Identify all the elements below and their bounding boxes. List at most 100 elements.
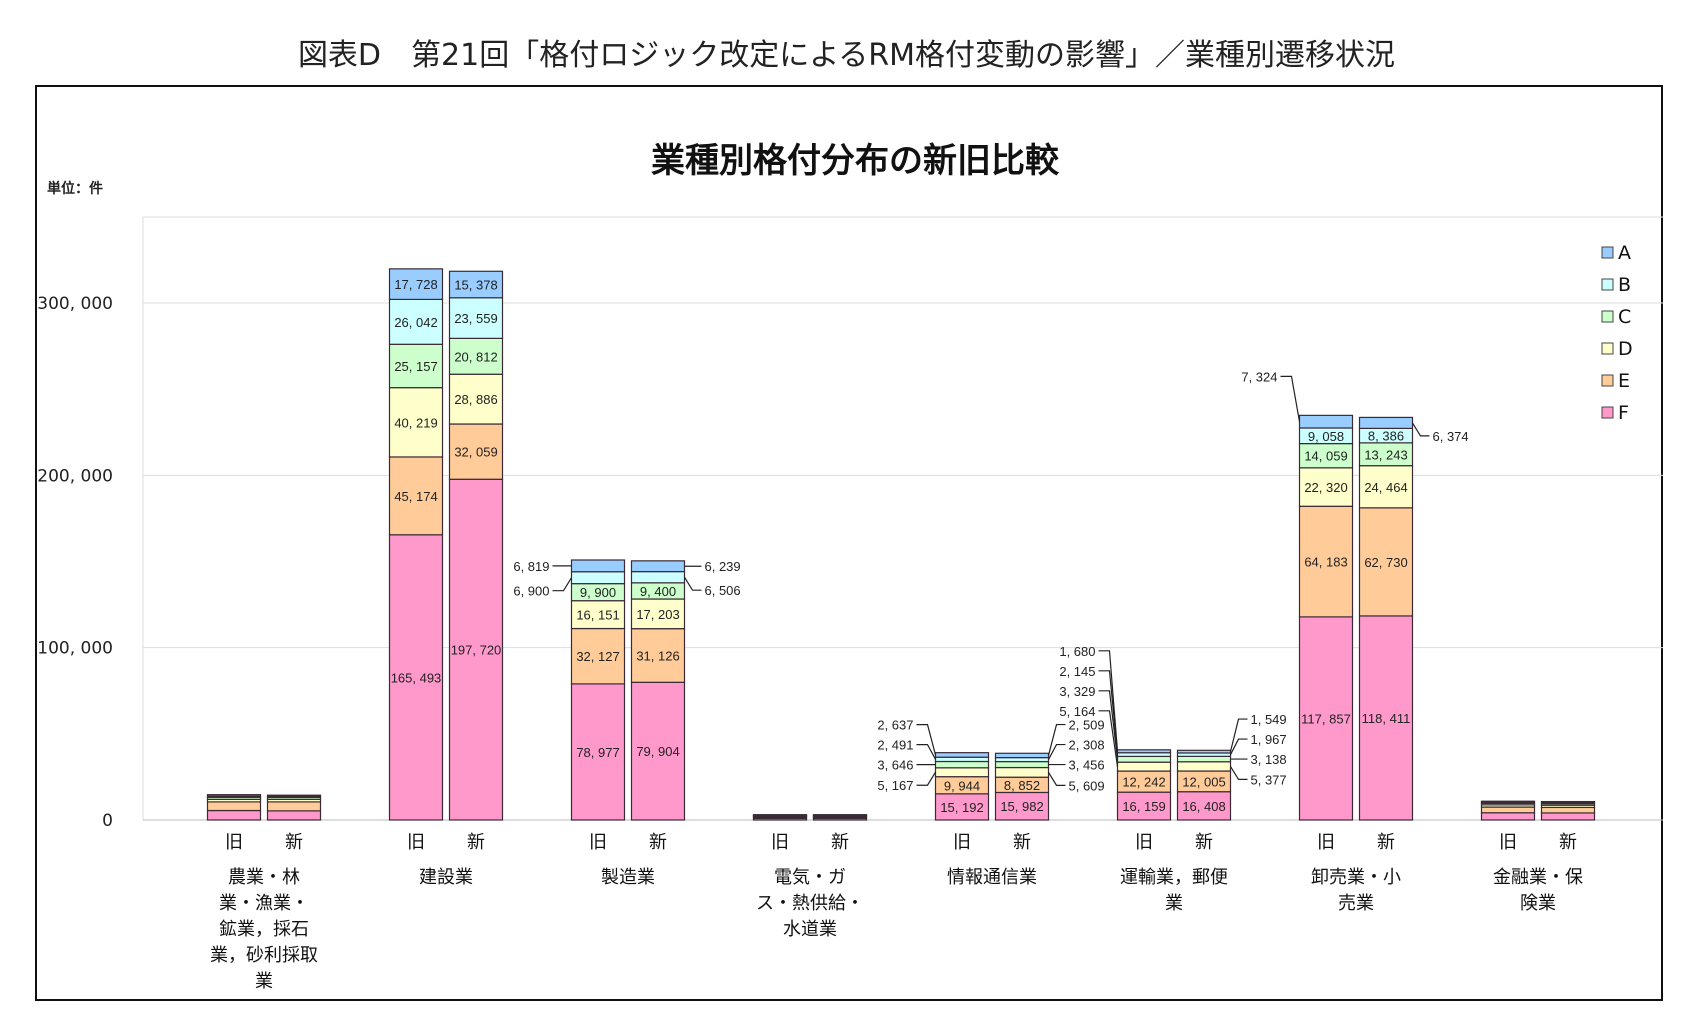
leader-line [1047,743,1066,760]
bar-segment-A [752,814,808,816]
leader-line [1047,723,1066,756]
bar-segment-E [570,627,626,685]
leader-line [1047,772,1066,786]
data-label: 2, 491 [877,738,913,753]
data-label: 1, 967 [1251,732,1287,747]
bar-segment-F [448,478,504,821]
bar-segment-D [1176,761,1232,772]
legend-label-E: E [1618,370,1630,392]
data-label: 5, 164 [1059,704,1095,719]
data-label: 25, 157 [394,359,437,374]
data-label: 7, 324 [1241,369,1277,384]
bar-segment-A [570,559,626,573]
legend-swatch-F [1601,406,1614,419]
bar-segment-A [1176,749,1232,754]
bar-segment-C [388,343,444,389]
data-label: 5, 377 [1251,772,1287,787]
category-label: 険業 [1520,893,1556,914]
data-label: 197, 720 [451,643,502,658]
bar-segment-F [1358,615,1414,821]
y-tick-label: 0 [102,811,113,831]
category-label: 金融業・保 [1493,867,1583,888]
bar-segment-E [1540,806,1596,814]
bar-segment-B [448,297,504,339]
bar-segment-E [630,628,686,683]
data-label: 5, 167 [877,778,913,793]
bar-segment-D [448,373,504,425]
bar-segment-A [1116,749,1172,754]
data-label: 9, 900 [580,585,616,600]
data-label: 6, 900 [513,584,549,599]
bar-segment-E [1358,507,1414,617]
legend-swatch-E [1601,374,1614,387]
data-label: 23, 559 [454,311,497,326]
bar-segment-F [1298,616,1354,821]
bar-label-new: 新 [831,832,849,853]
bar-label-new: 新 [1559,832,1577,853]
figure-heading: 図表D 第21回「格付ロジック改定によるRM格付変動の影響」／業種別遷移状況 [297,38,1396,73]
bar-segment-D [994,766,1050,778]
data-label: 15, 378 [454,278,497,293]
data-label: 3, 329 [1059,684,1095,699]
category-label: 農業・林 [228,867,300,888]
bar-segment-E [1298,505,1354,618]
bar-label-old: 旧 [407,832,425,853]
bar-segment-E [206,801,262,812]
bar-label-new: 新 [285,832,303,853]
category-label: 電気・ガ [774,867,846,888]
y-tick-label: 200, 000 [37,466,113,486]
bar-segment-F [206,809,262,821]
chart-title: 業種別格付分布の新旧比較 [651,141,1060,181]
bar-segment-D [570,600,626,630]
legend-label-C: C [1618,306,1631,328]
bar-segment-A [994,752,1050,759]
bar-label-new: 新 [649,832,667,853]
data-label: 6, 819 [513,559,549,574]
data-label: 45, 174 [394,489,437,504]
bar-label-new: 新 [467,832,485,853]
data-label: 22, 320 [1304,480,1347,495]
data-label: 16, 159 [1122,799,1165,814]
data-label: 117, 857 [1301,711,1351,726]
chart-frame [35,85,1663,1001]
bar-segment-A [630,560,686,573]
data-label: 2, 509 [1069,718,1105,733]
data-label: 32, 127 [576,649,619,664]
leader-line [1229,718,1248,752]
y-tick-label: 300, 000 [37,294,113,314]
bar-segment-D [630,598,686,630]
data-label: 78, 977 [576,745,619,760]
y-tick-label: 100, 000 [37,639,113,659]
data-label: 6, 506 [705,583,741,598]
bar-segment-D [934,767,990,778]
data-label: 13, 243 [1364,447,1407,462]
data-label: 2, 637 [877,718,913,733]
bar-segment-F [1480,812,1536,821]
leader-line [1280,375,1301,422]
data-label: 15, 982 [1000,799,1043,814]
data-label: 5, 609 [1069,778,1105,793]
bar-segment-E [448,423,504,480]
data-label: 3, 456 [1069,758,1105,773]
bar-label-old: 旧 [1135,832,1153,853]
category-label: 売業 [1338,893,1374,914]
legend-swatch-B [1601,278,1614,291]
bar-segment-A [934,752,990,758]
category-label: 水道業 [783,919,837,940]
legend-label-A: A [1618,242,1631,264]
bar-segment-E [388,456,444,536]
data-label: 165, 493 [391,670,442,685]
bar-segment-A [1298,414,1354,429]
data-label: 24, 464 [1364,480,1407,495]
data-label: 26, 042 [394,315,437,330]
data-label: 12, 005 [1182,774,1225,789]
leader-line [1411,422,1430,437]
data-label: 8, 386 [1368,429,1404,444]
data-label: 79, 904 [636,744,679,759]
data-label: 17, 203 [636,607,679,622]
bar-label-old: 旧 [953,832,971,853]
data-label: 2, 308 [1069,738,1105,753]
legend-label-D: D [1618,338,1633,360]
data-label: 12, 242 [1122,775,1165,790]
